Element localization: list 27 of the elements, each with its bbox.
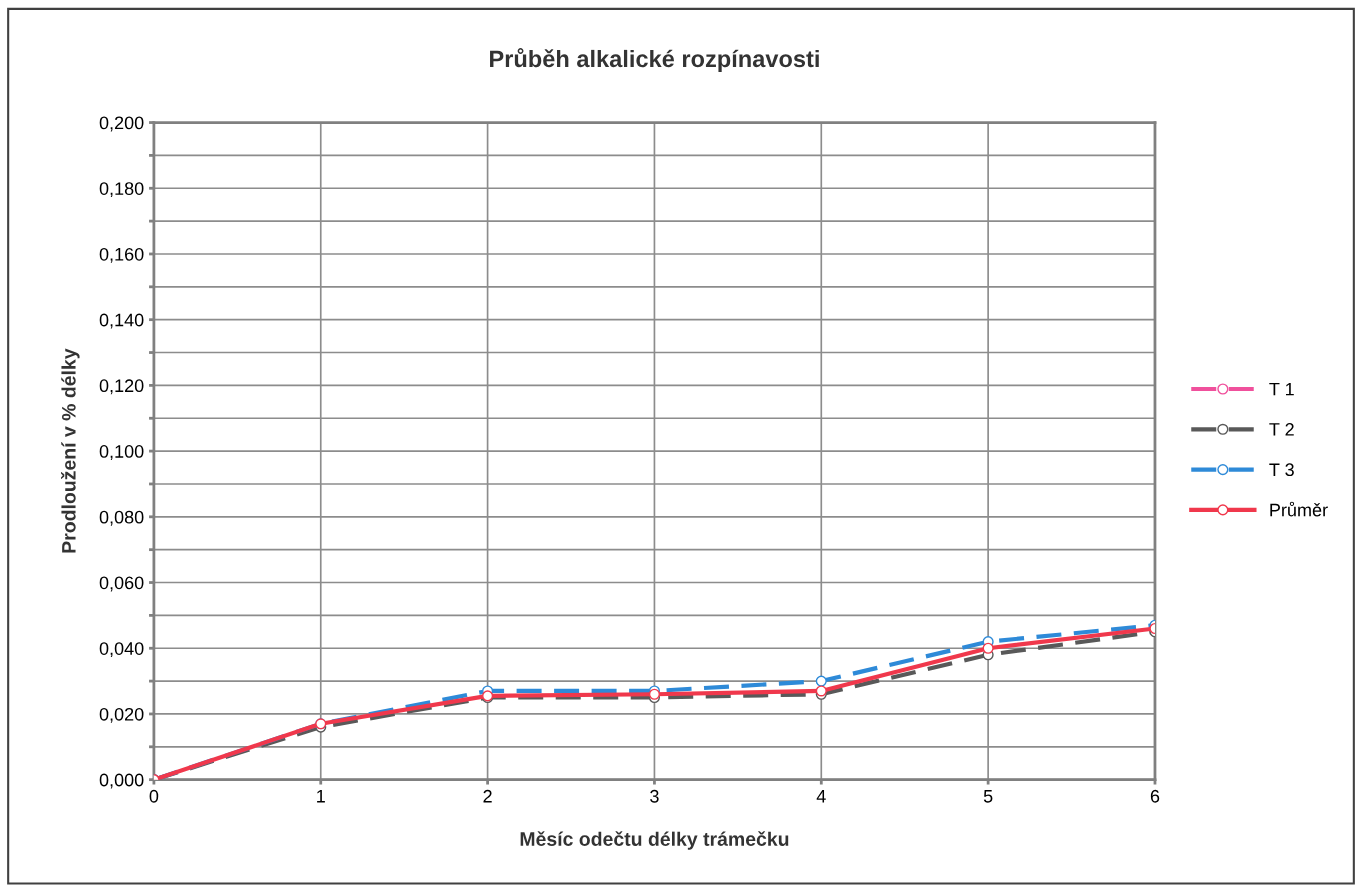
point xyxy=(815,675,827,687)
x-tick-label: 0 xyxy=(149,789,159,803)
y-tick-label: 0,080 xyxy=(99,510,144,526)
legend-label: T 3 xyxy=(1269,463,1294,477)
y-tick-label: 0,100 xyxy=(99,445,144,460)
y-tick-label: 0,040 xyxy=(99,642,144,658)
x-tick-label: 6 xyxy=(1150,789,1160,803)
y-tick-label: 0,180 xyxy=(99,182,144,198)
legend-label: T 1 xyxy=(1269,382,1294,396)
x-tick-label: 3 xyxy=(650,789,659,803)
x-tick-label: 2 xyxy=(483,789,492,803)
y-tick-label: 0,020 xyxy=(99,707,144,723)
y-tick-label: 0,120 xyxy=(99,379,144,395)
y-axis-title: Prodloužení v % délky xyxy=(61,348,80,553)
y-tick-label: 0,140 xyxy=(99,313,144,329)
y-tick-label: 0,060 xyxy=(99,576,144,592)
point xyxy=(982,642,994,654)
x-tick-label: 4 xyxy=(816,790,826,803)
x-axis-title: Měsíc odečtu délky trámečku xyxy=(520,831,789,850)
legend-label: Průměr xyxy=(1270,501,1328,517)
y-tick-label: 0,160 xyxy=(99,247,144,263)
y-tick-label: 0,200 xyxy=(99,116,144,132)
x-tick-label: 5 xyxy=(983,790,993,803)
chart-title: Průběh alkalické rozpínavosti xyxy=(490,48,819,72)
legend-label: T 2 xyxy=(1269,423,1294,436)
x-tick-label: 1 xyxy=(317,790,325,803)
y-tick-label: 0,000 xyxy=(99,773,144,789)
